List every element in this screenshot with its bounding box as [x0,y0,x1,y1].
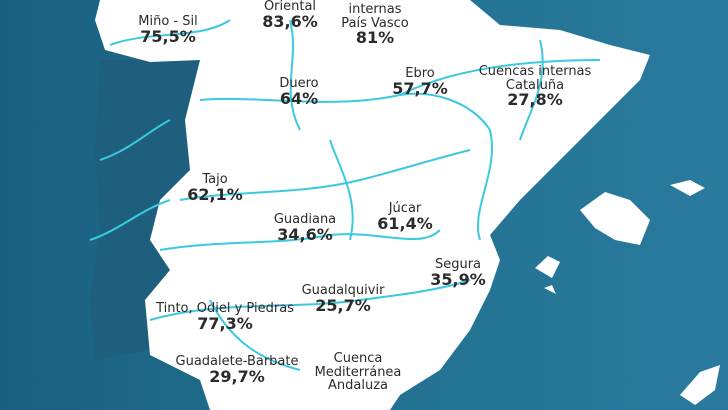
basin-value: 64% [279,88,319,108]
basin-value: 27,8% [507,90,563,110]
basin-value: 34,6% [277,224,333,244]
basin-value: 77,3% [197,313,253,333]
basin-label-guadalquivir: Guadalquivir 25,7% [302,284,385,314]
basin-value: 25,7% [315,295,371,315]
basin-label-guadalete-barbate: Guadalete-Barbate 29,7% [176,355,299,385]
basin-name: Miño - Sil [138,14,198,29]
basin-name: Cuencas internas Cataluña [478,64,592,93]
basin-name: Oriental [263,0,317,14]
rivers [89,19,601,371]
basin-label-tinto-odiel-piedras: Tinto, Odiel y Piedras 77,3% [156,302,294,332]
basin-label-ebro: Ebro 57,7% [392,67,448,97]
basin-value: 81% [355,28,395,48]
basin-name: Guadiana [273,212,337,227]
basin-label-guadiana: Guadiana 34,6% [274,213,336,243]
ibiza [535,256,560,278]
formentera [544,285,556,294]
basin-name: Duero [279,76,319,91]
basin-label-duero: Duero 64% [279,77,318,107]
basin-label-tajo: Tajo 62,1% [187,173,243,203]
basin-name: Guadalete-Barbate [175,354,299,369]
basin-name: Ebro [405,66,435,81]
basin-value: 83,6% [262,11,318,31]
basin-value: 75,5% [140,26,196,46]
basin-value: 57,7% [392,78,448,98]
basin-label-segura: Segura 35,9% [430,258,486,288]
basin-name: Tajo [202,172,228,187]
basin-name: Guadalquivir [301,283,385,298]
portugal [90,60,200,360]
canary-islands [680,365,720,405]
basin-label-oriental: Oriental 83,6% [262,0,318,30]
basin-value: 35,9% [430,269,486,289]
basin-label-cataluna: Cuencas internas Cataluña 27,8% [470,65,600,109]
basin-value: 61,4% [377,213,433,233]
menorca [670,180,705,196]
basin-name: Cuenca Mediterránea Andaluza [314,351,402,394]
basin-value: 29,7% [209,366,265,386]
basin-label-pais-vasco: internas País Vasco 81% [338,3,413,47]
basin-label-mino-sil: Miño - Sil 75,5% [138,15,197,45]
basin-label-jucar: Júcar 61,4% [377,202,433,232]
basin-name: Tinto, Odiel y Piedras [156,301,294,316]
basin-name: internas País Vasco [341,2,409,31]
basin-label-mediterranea-andaluza: Cuenca Mediterránea Andaluza [311,352,406,393]
basin-value: 62,1% [187,184,243,204]
basin-name: Segura [434,257,482,272]
mallorca [580,192,650,245]
basin-name: Júcar [388,201,422,216]
